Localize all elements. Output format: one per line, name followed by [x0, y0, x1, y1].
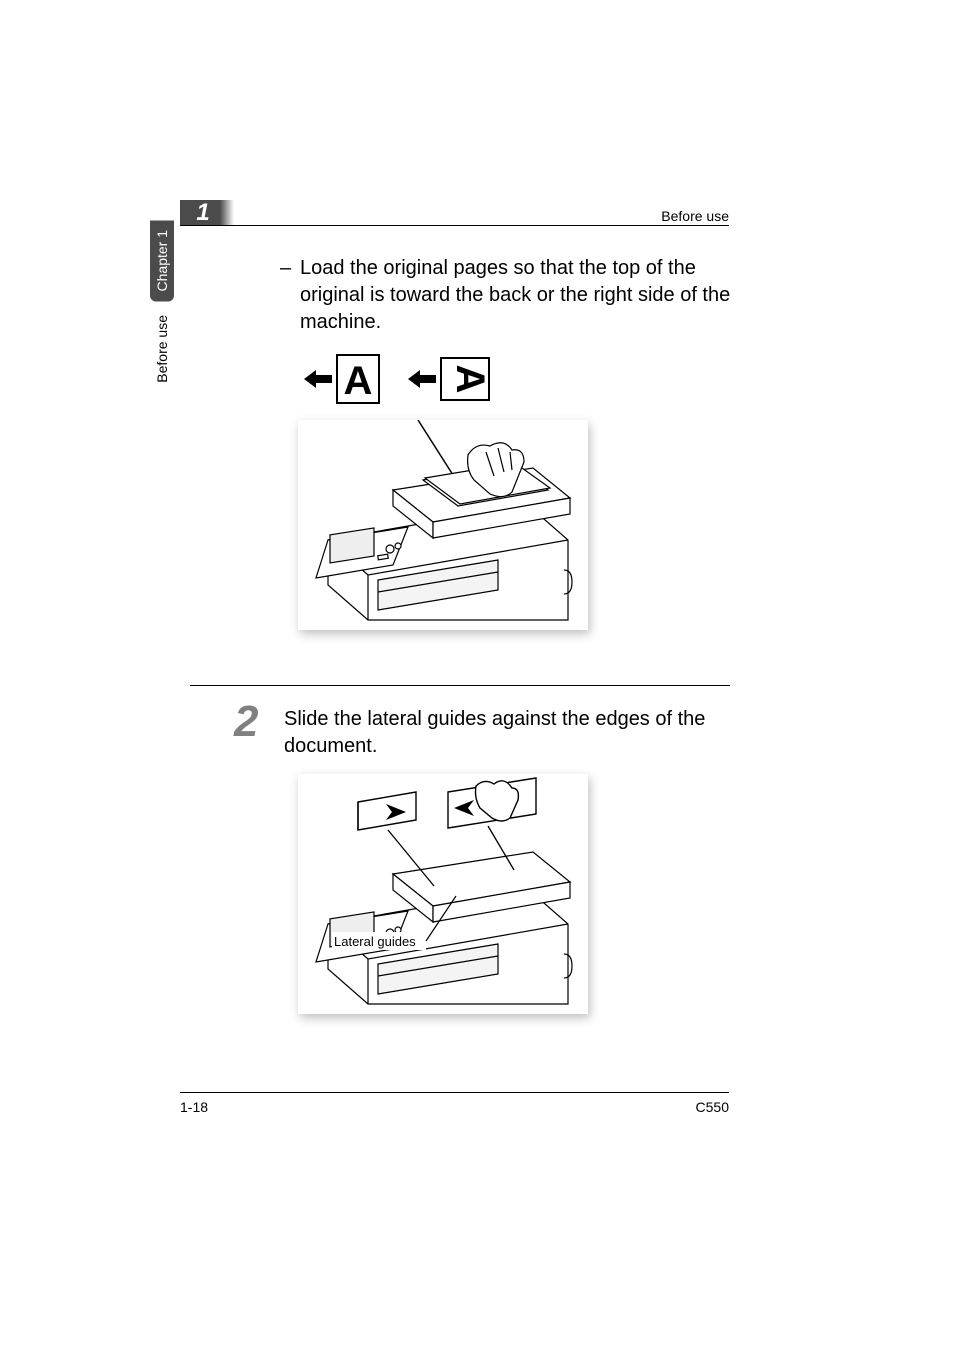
header-rule: [180, 225, 729, 226]
lateral-guides-label-text: Lateral guides: [334, 934, 416, 949]
bullet-text: Load the original pages so that the top …: [300, 255, 740, 336]
footer-model: C550: [696, 1099, 729, 1115]
arrow-left-icon: [408, 370, 436, 388]
side-tab-chapter: Chapter 1: [150, 220, 174, 301]
main-content: – Load the original pages so that the to…: [280, 255, 740, 1019]
section-rule: [190, 685, 730, 686]
footer-rule: [180, 1092, 729, 1093]
step-2: 2 Slide the lateral guides against the e…: [234, 700, 740, 760]
side-tab-section-label: Before use: [154, 315, 170, 383]
arrow-left-icon: [304, 370, 332, 388]
machine-illustration-1: [298, 420, 588, 630]
orientation-letter-landscape: A: [448, 365, 490, 394]
header-right-label: Before use: [661, 208, 729, 224]
side-tab-section: Before use: [150, 305, 174, 393]
bullet-item: – Load the original pages so that the to…: [280, 255, 740, 336]
figure-lateral-guides: Lateral guides: [298, 774, 740, 1019]
orientation-portrait-box: A: [336, 354, 380, 404]
chapter-number: 1: [196, 199, 209, 227]
step-text: Slide the lateral guides against the edg…: [284, 700, 740, 760]
step-number: 2: [234, 700, 266, 760]
machine-illustration-2: Lateral guides: [298, 774, 588, 1014]
orientation-landscape: A: [408, 354, 490, 404]
bullet-dash: –: [280, 255, 300, 336]
side-tabs: Chapter 1 Before use: [150, 220, 190, 397]
page-container: 1 Before use Chapter 1 Before use – Load…: [0, 0, 954, 1350]
orientation-landscape-box: A: [440, 357, 490, 401]
figure-orientation-and-machine: A A: [298, 354, 740, 635]
footer-page-number: 1-18: [180, 1099, 208, 1115]
orientation-portrait: A: [304, 354, 380, 404]
side-tab-chapter-label: Chapter 1: [154, 230, 170, 291]
orientation-letter-portrait: A: [344, 359, 373, 403]
orientation-row: A A: [304, 354, 740, 404]
chapter-number-fade: [220, 200, 234, 226]
